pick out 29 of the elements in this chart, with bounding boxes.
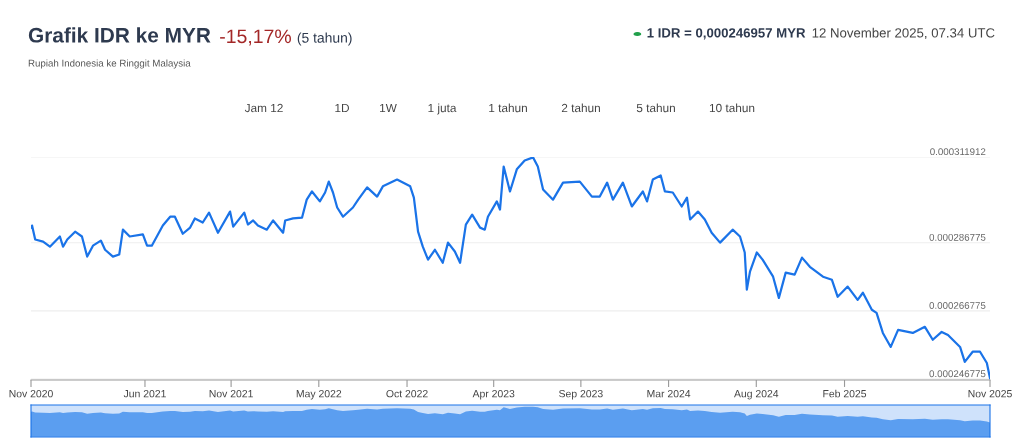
text: 5 tahun	[636, 103, 675, 113]
text: (5 tahun)	[297, 32, 352, 46]
chart-title: Grafik IDR ke MYR	[28, 27, 211, 43]
x-tick-label: Oct 2022	[386, 390, 428, 398]
text: 10 tahun	[709, 103, 755, 113]
text: 1 IDR = 0,000246957 MYR	[647, 28, 806, 40]
text: 1 tahun	[489, 103, 527, 113]
x-tick-label: Apr 2023	[472, 390, 515, 400]
x-tick-label: Mar 2024	[647, 390, 691, 398]
text: 12 November 2025, 07.34 UTC	[812, 27, 995, 40]
chart-subtitle: Rupiah Indonesia ke Ringgit Malaysia	[28, 59, 191, 69]
text: 1W	[380, 103, 397, 113]
x-tick-label: Feb 2025	[823, 389, 867, 398]
text: -15,17%	[220, 29, 291, 46]
y-tick-label: 0.000311912	[930, 148, 986, 156]
y-tick-label: 0.000246775	[929, 370, 986, 378]
text: 2 tahun	[561, 103, 600, 113]
text: Jam 12	[244, 103, 283, 113]
x-tick-label: Nov 2021	[209, 390, 253, 398]
x-tick-label: Nov 2025	[968, 390, 1012, 398]
text: 1 juta	[428, 103, 457, 115]
x-tick-label: May 2022	[296, 390, 342, 400]
x-tick-label: Nov 2020	[9, 390, 53, 398]
y-tick-label: 0.000286775	[929, 233, 986, 241]
y-tick-label: 0.000266775	[929, 302, 986, 309]
text: 1D	[335, 103, 349, 113]
x-tick-label: Aug 2024	[734, 390, 779, 400]
x-tick-label: Sep 2023	[559, 390, 603, 400]
x-tick-label: Jun 2021	[123, 390, 166, 398]
